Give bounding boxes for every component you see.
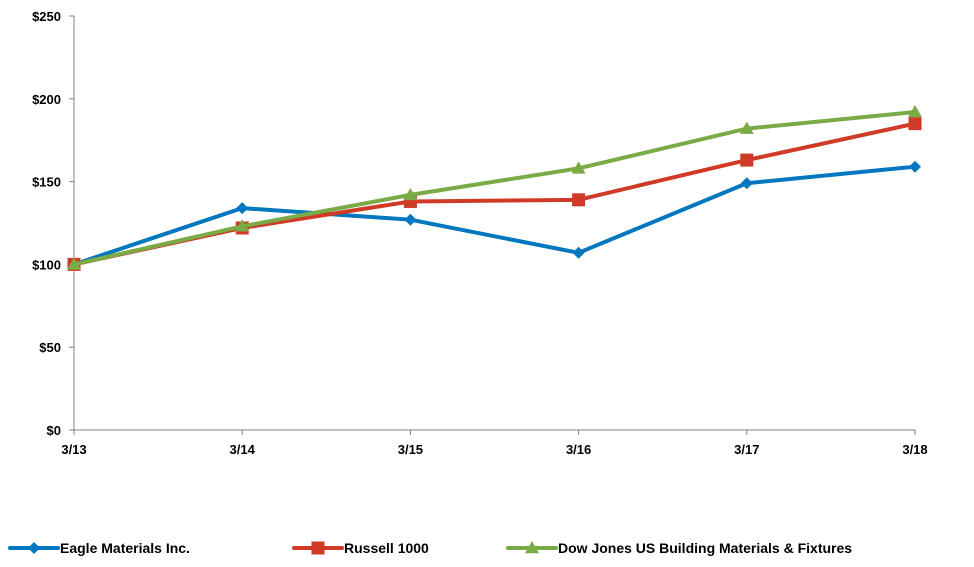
series-line	[72, 164, 917, 267]
legend-item: Russell 1000	[292, 540, 429, 556]
y-tick-label: $200	[32, 92, 61, 107]
legend-marker-icon	[28, 542, 40, 554]
x-tick-label: 3/14	[230, 442, 256, 457]
data-point-marker	[67, 257, 81, 270]
series-line	[72, 121, 917, 267]
data-point-marker	[908, 105, 922, 118]
legend-item: Eagle Materials Inc.	[8, 540, 190, 556]
legend: Eagle Materials Inc. Russell 1000 Dow Jone…	[8, 540, 852, 556]
data-point-marker	[739, 121, 754, 134]
legend-label: Russell 1000	[344, 540, 429, 556]
data-point-marker	[236, 202, 249, 215]
y-tick-label: $150	[32, 175, 61, 190]
data-point-marker	[403, 187, 418, 201]
legend-item: Dow Jones US Building Materials & Fixtur…	[506, 540, 852, 556]
y-tick-label: $100	[32, 257, 61, 272]
data-point-marker	[572, 246, 585, 259]
data-point-marker	[571, 161, 586, 174]
series-1	[67, 117, 922, 271]
legend-label: Eagle Materials Inc.	[60, 540, 190, 556]
x-tick-label: 3/16	[566, 442, 591, 457]
y-axis-ticks: $0 $50 $100 $150 $200 $250	[32, 9, 74, 438]
legend-marker-icon	[311, 541, 325, 555]
data-point-marker	[908, 117, 922, 131]
data-point-marker	[909, 160, 921, 173]
data-point-marker	[572, 193, 586, 207]
legend-label: Dow Jones US Building Materials & Fixtur…	[558, 540, 852, 556]
series-2	[67, 105, 922, 270]
series-line	[72, 110, 917, 267]
data-point-marker	[740, 153, 754, 167]
y-tick-label: $50	[39, 340, 61, 355]
x-tick-label: 3/18	[902, 442, 927, 457]
legend-marker-icon	[525, 541, 539, 554]
series-lines	[67, 105, 922, 271]
data-point-marker	[740, 177, 753, 190]
data-point-marker	[404, 213, 417, 226]
x-tick-label: 3/15	[398, 442, 423, 457]
series-0	[68, 160, 921, 271]
x-tick-label: 3/17	[734, 442, 759, 457]
x-tick-label: 3/13	[61, 442, 86, 457]
axes	[73, 16, 915, 431]
data-point-marker	[235, 219, 250, 232]
y-tick-label: $0	[47, 423, 61, 438]
x-axis-ticks: 3/13 3/14 3/15 3/16 3/17 3/18	[61, 430, 928, 457]
y-tick-label: $250	[32, 9, 61, 24]
